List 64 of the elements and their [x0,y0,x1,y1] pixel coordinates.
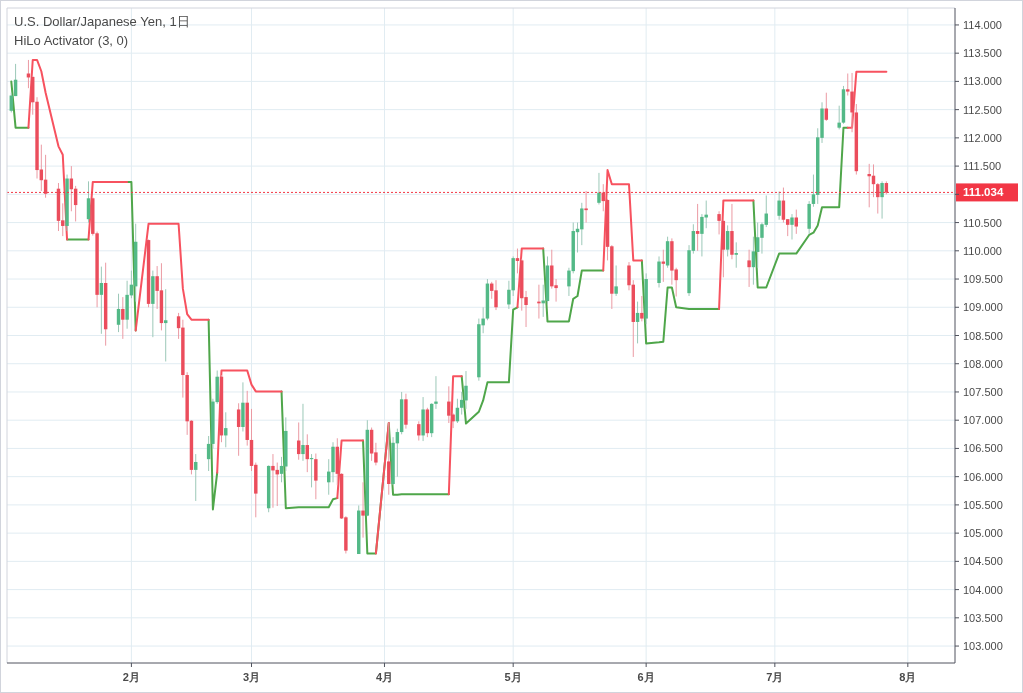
y-tick-label: 110.000 [963,244,1002,257]
candlestick [584,190,588,224]
candlestick [567,267,571,297]
y-tick-label: 114.000 [963,18,1002,31]
candlestick [640,295,644,322]
y-tick-label: 111.500 [963,160,1002,173]
y-tick-label: 109.000 [963,301,1003,314]
y-tick-label: 110.500 [963,216,1002,229]
y-tick-label: 113.500 [963,47,1002,60]
candlestick [850,72,854,133]
candlestick [755,222,760,269]
y-tick-label: 108.500 [963,329,1003,342]
y-tick-label: 105.000 [963,527,1003,540]
candlestick [734,241,738,269]
candlestick [777,191,781,221]
x-tick-label: 6月 [637,671,655,683]
candlestick [121,296,125,340]
x-tick-label: 4月 [375,671,394,683]
y-tick-label: 103.000 [963,640,1003,653]
x-tick-label: 5月 [504,671,522,683]
y-tick-label: 106.000 [963,470,1003,483]
ref-line-label: 111.034 [963,186,1004,199]
candlestick [597,172,601,205]
y-tick-label: 107.500 [963,385,1003,398]
text: U.S. Dollar/Japanese Yen, 1日 [14,14,190,29]
y-tick-label: 113.000 [963,75,1002,88]
candlestick [837,105,841,130]
y-tick-label: 108.000 [963,357,1003,370]
candlestick [794,209,798,235]
candlestick [846,73,850,97]
x-tick-label: 8月 [899,671,917,683]
candlestick [695,203,700,252]
y-tick-label: 112.500 [963,103,1002,116]
y-tick-label: 104.500 [963,555,1003,568]
candlestick [790,213,794,241]
candlestick [717,210,721,235]
candlestick [417,420,421,442]
text: HiLo Activator (3, 0) [14,33,129,48]
candlestick [867,163,871,208]
y-tick-label: 107.000 [963,414,1003,427]
candlestick [236,402,241,457]
candlestick [164,288,168,362]
candlestick [747,249,751,288]
x-tick-label: 7月 [766,671,784,683]
y-tick-label: 105.500 [963,498,1003,511]
candlestick [614,264,618,297]
x-tick-label: 2月 [122,671,140,683]
y-tick-label: 104.000 [963,583,1003,596]
y-tick-label: 103.500 [963,611,1003,624]
candlestick [434,375,438,410]
candlestick [627,261,631,291]
candlestick [700,213,704,257]
y-tick-label: 112.000 [963,131,1002,144]
candlestick [464,370,468,410]
y-tick-label: 106.500 [963,442,1003,455]
candlestick [657,255,661,288]
candlestick [580,202,584,246]
candlestick [880,180,884,220]
candlestick [494,279,498,311]
candlestick [876,182,880,215]
candlestick [447,385,451,424]
candlestick [730,203,734,260]
y-tick-label: 109.500 [963,273,1003,286]
x-tick-label: 3月 [242,671,261,683]
